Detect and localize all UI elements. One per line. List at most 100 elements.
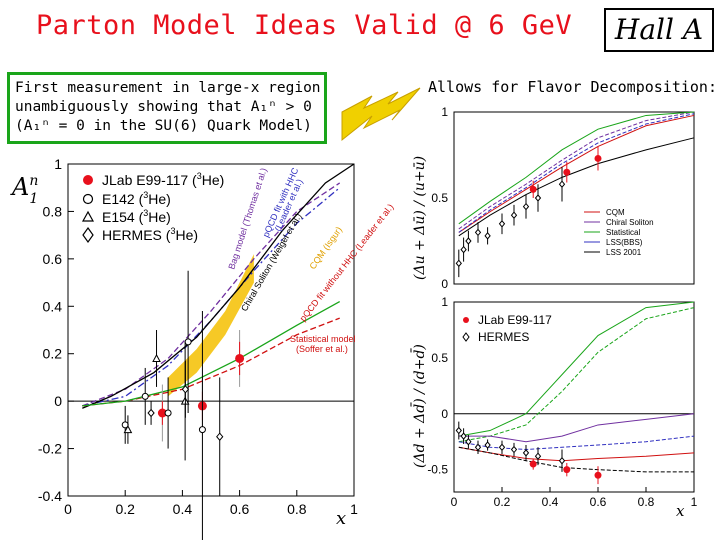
model-curve-0 bbox=[82, 182, 341, 407]
rb-hermes-3 bbox=[474, 443, 482, 452]
legend-hermes-text: HERMES ( bbox=[102, 227, 171, 243]
left-ylabel: An 1 bbox=[10, 173, 38, 207]
rt-legend-3: LSS(BBS) bbox=[606, 238, 643, 247]
info-line-1: First measurement in large-x region bbox=[15, 80, 321, 96]
rt-ytick-0: 0 bbox=[441, 277, 448, 291]
legend-e142: E142 (3He) bbox=[102, 190, 171, 207]
point-e142-3 bbox=[184, 338, 192, 346]
left-ytick-5: 0.6 bbox=[43, 251, 63, 267]
rt-ylabel: (Δu + Δū) / (u+ū) bbox=[412, 156, 428, 280]
rt-legend-0: CQM bbox=[606, 208, 625, 217]
rb-xtick-0: 0 bbox=[451, 495, 458, 509]
rb-xtick-3: 0.6 bbox=[590, 495, 607, 509]
rb-curve-0 bbox=[458, 301, 695, 437]
rb-xlabel: x bbox=[676, 502, 685, 520]
right-bottom-chart: -0.5 0 0.5 1 0 0.2 0.4 0.6 0.8 1 (Δd + Δd̄) / (d+… bbox=[410, 295, 698, 520]
rt-ytick-1: 0.5 bbox=[431, 191, 448, 205]
rb-jlab-1 bbox=[563, 466, 571, 474]
rt-legend-1: Chiral Soliton bbox=[606, 218, 654, 227]
rb-hermes-0 bbox=[455, 426, 462, 435]
rb-ylabel: (Δd + Δd̄) / (d+d̄) bbox=[410, 344, 428, 468]
rb-hermes-8 bbox=[534, 452, 542, 461]
point-hermes-2 bbox=[216, 432, 224, 441]
legend-hermes: HERMES (3He) bbox=[102, 226, 198, 243]
legend-jlab-tail: He) bbox=[202, 172, 225, 188]
curve-label-stat-2: (Soffer et al.) bbox=[296, 344, 348, 354]
rb-hermes-2 bbox=[465, 437, 472, 446]
rt-hermes-2 bbox=[465, 237, 472, 245]
rt-hermes-6 bbox=[510, 211, 518, 219]
left-ylabel-sub: 1 bbox=[29, 191, 38, 207]
left-chart-frame bbox=[67, 163, 355, 497]
rb-ytick-2: 0.5 bbox=[431, 351, 448, 365]
hall-a-badge: Hall A bbox=[604, 8, 714, 52]
rb-hermes-1 bbox=[460, 432, 467, 440]
model-curve-3 bbox=[82, 317, 340, 407]
rt-legend-2: Statistical bbox=[606, 228, 640, 237]
model-curve-2 bbox=[82, 163, 355, 409]
legend-e154-sup: 3 bbox=[143, 208, 148, 218]
rt-curve-2 bbox=[458, 111, 695, 225]
rb-xtick-1: 0.2 bbox=[494, 495, 511, 509]
left-xtick-4: 0.8 bbox=[287, 501, 307, 517]
info-line-2: unambiguously showing that A₁ⁿ > 0 bbox=[15, 99, 312, 115]
legend-hermes-sup: 3 bbox=[170, 226, 175, 236]
rb-hermes-7 bbox=[522, 449, 530, 457]
rt-hermes-7 bbox=[522, 202, 530, 211]
rb-jlab-2 bbox=[594, 471, 602, 479]
point-hermes-1 bbox=[181, 385, 190, 394]
rt-jlab-2 bbox=[594, 154, 602, 162]
rt-curve-4 bbox=[458, 137, 695, 237]
left-ytick-3: 0.2 bbox=[43, 346, 63, 362]
legend-marker-e142 bbox=[82, 193, 94, 205]
curve-label-stat: Statistical model bbox=[290, 334, 356, 344]
legend-jlab-sup: 3 bbox=[197, 171, 202, 181]
rb-ytick-3: 1 bbox=[441, 295, 448, 309]
legend-marker-e154 bbox=[81, 210, 95, 222]
info-line-3: (A₁ⁿ = 0 in the SU(6) Quark Model) bbox=[15, 118, 312, 134]
left-ytick-1: -0.2 bbox=[38, 441, 62, 457]
rb-chart-frame bbox=[453, 301, 695, 493]
legend-e154: E154 (3He) bbox=[102, 208, 171, 225]
rb-hermes-6 bbox=[510, 445, 518, 454]
rb-legend-marker-hermes bbox=[462, 332, 470, 342]
rt-jlab-1 bbox=[563, 168, 571, 176]
rb-hermes-9 bbox=[558, 456, 566, 465]
rt-hermes-1 bbox=[460, 245, 467, 254]
model-curve-4 bbox=[82, 300, 341, 407]
curve-label-bag: Bag model (Thomas et al.) bbox=[226, 167, 268, 271]
cqm-band bbox=[168, 254, 254, 397]
left-legend: JLab E99-117 (3He) E142 (3He) E154 (3He)… bbox=[81, 171, 224, 244]
left-ylabel-main: A bbox=[10, 173, 29, 201]
rt-hermes-8 bbox=[534, 194, 542, 202]
rt-curve-1 bbox=[458, 111, 695, 230]
left-xtick-5: 1 bbox=[350, 501, 358, 517]
point-jlab-2 bbox=[235, 353, 245, 363]
rt-jlab-0 bbox=[529, 185, 537, 193]
rb-legend: JLab E99-117 HERMES bbox=[462, 313, 552, 344]
point-e142-2 bbox=[164, 409, 172, 417]
point-hermes-0 bbox=[147, 408, 155, 418]
rb-curve-2 bbox=[458, 413, 695, 443]
rt-curve-0 bbox=[458, 114, 695, 233]
legend-jlab: JLab E99-117 (3He) bbox=[102, 171, 224, 188]
lightning-arrow-icon bbox=[341, 87, 421, 142]
rb-ytick-0: -0.5 bbox=[427, 463, 448, 477]
left-ytick-6: 0.8 bbox=[43, 203, 63, 219]
rb-curve-3 bbox=[458, 435, 695, 451]
left-ytick-4: 0.4 bbox=[43, 298, 63, 314]
left-xtick-0: 0 bbox=[64, 501, 72, 517]
left-ytick-7: 1 bbox=[54, 156, 62, 172]
rb-ytick-1: 0 bbox=[441, 407, 448, 421]
legend-marker-jlab bbox=[83, 175, 93, 185]
left-xtick-1: 0.2 bbox=[115, 501, 135, 517]
rt-hermes-4 bbox=[484, 232, 491, 240]
legend-e142-tail: He) bbox=[148, 191, 171, 207]
legend-e154-tail: He) bbox=[148, 209, 171, 225]
page-title: Parton Model Ideas Valid @ 6 GeV bbox=[36, 10, 573, 41]
right-heading: Allows for Flavor Decomposition: bbox=[428, 78, 717, 96]
rb-legend-marker-jlab bbox=[463, 317, 469, 323]
left-ytick-0: -0.4 bbox=[38, 488, 62, 504]
